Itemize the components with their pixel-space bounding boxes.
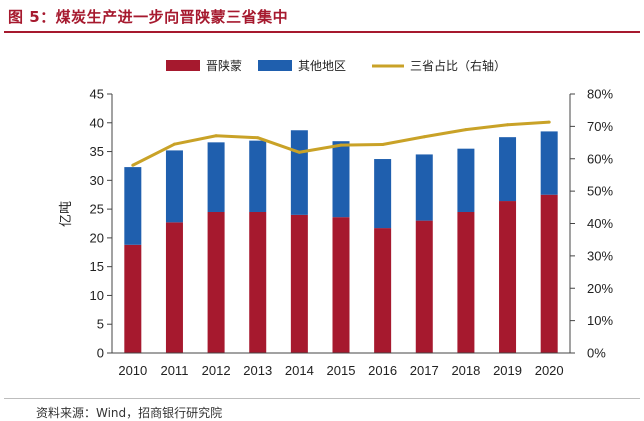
footer-divider (4, 398, 640, 399)
bar-jinshaanmeng-2013 (249, 211, 267, 353)
bar-other-2010 (124, 167, 142, 245)
x-axis: 2010 2011 2012 2013 2014 2015 2016 2017 2018 2019… (112, 352, 570, 378)
x-tick-label: 2012 (202, 363, 231, 378)
legend-other-label: 其他地区 (298, 59, 346, 73)
legend: 晋陕蒙 其他地区 三省占比（右轴） (166, 58, 506, 73)
x-tick-label: 2014 (285, 363, 314, 378)
bar-other-2014 (290, 130, 308, 215)
bar-other-2016 (374, 159, 392, 229)
bar-jinshaanmeng-2017 (415, 220, 433, 353)
bar-jinshaanmeng-2015 (332, 217, 350, 353)
figure-title: 图 5：煤炭生产进一步向晋陕蒙三省集中 (8, 8, 289, 26)
bar-jinshaanmeng-2011 (165, 222, 183, 353)
bar-jinshaanmeng-2012 (207, 211, 225, 353)
y-axis-label: 亿吨 (58, 201, 73, 227)
bar-other-2013 (249, 140, 267, 212)
x-tick-label: 2011 (160, 363, 188, 378)
right-tick-label: 10% (587, 313, 613, 328)
left-tick-label: 15 (90, 259, 104, 274)
legend-other-swatch (258, 60, 292, 71)
share-line (131, 120, 551, 167)
left-tick-label: 10 (90, 288, 104, 303)
left-tick-label: 25 (90, 202, 104, 217)
right-tick-label: 20% (587, 281, 613, 296)
bar-jinshaanmeng-2020 (540, 194, 558, 353)
source-note: 资料来源：Wind，招商银行研究院 (36, 406, 223, 420)
share-point-2018 (464, 128, 468, 132)
share-point-2010 (131, 163, 135, 167)
bar-other-2012 (207, 142, 225, 212)
share-point-2017 (422, 135, 426, 139)
right-axis: 0% 10% 20% 30% 40% 50% 60% 70% 80% (569, 87, 613, 361)
share-point-2019 (506, 123, 510, 127)
right-tick-label: 70% (587, 119, 613, 134)
x-tick-label: 2018 (451, 363, 480, 378)
bar-other-2015 (332, 141, 350, 218)
right-tick-label: 50% (587, 184, 613, 199)
x-tick-label: 2010 (118, 363, 147, 378)
share-point-2020 (547, 120, 551, 124)
legend-jinshaanmeng-label: 晋陕蒙 (206, 58, 242, 73)
left-tick-label: 35 (90, 144, 104, 159)
bar-other-2020 (540, 131, 558, 195)
share-point-2011 (172, 142, 176, 146)
bar-jinshaanmeng-2019 (499, 201, 517, 353)
share-point-2015 (339, 143, 343, 147)
right-tick-label: 30% (587, 248, 613, 263)
bar-jinshaanmeng-2018 (457, 211, 475, 353)
title-underline (4, 31, 640, 33)
x-tick-label: 2017 (410, 363, 439, 378)
right-tick-label: 40% (587, 216, 613, 231)
bar-other-2017 (415, 154, 433, 221)
bar-jinshaanmeng-2014 (290, 214, 308, 353)
right-tick-label: 80% (587, 87, 613, 102)
right-tick-label: 60% (587, 151, 613, 166)
share-point-2014 (297, 150, 301, 154)
left-tick-label: 5 (97, 317, 104, 332)
bars (124, 130, 558, 353)
bar-jinshaanmeng-2010 (124, 244, 142, 353)
share-point-2012 (214, 134, 218, 138)
left-tick-label: 45 (90, 87, 104, 102)
left-tick-label: 30 (90, 173, 104, 188)
share-point-2016 (381, 143, 385, 147)
left-axis: 0 5 10 15 20 25 30 35 40 45 (90, 87, 113, 361)
legend-share-label: 三省占比（右轴） (410, 58, 506, 73)
share-point-2013 (256, 136, 260, 140)
bar-other-2018 (457, 148, 475, 212)
left-tick-label: 0 (97, 346, 104, 361)
x-tick-label: 2019 (493, 363, 522, 378)
x-tick-label: 2020 (535, 363, 564, 378)
right-tick-label: 0% (587, 346, 606, 361)
bar-jinshaanmeng-2016 (374, 228, 392, 353)
x-tick-label: 2015 (327, 363, 356, 378)
legend-jinshaanmeng-swatch (166, 60, 200, 71)
left-tick-label: 40 (90, 115, 104, 130)
stacked-bar-line-chart: 晋陕蒙 其他地区 三省占比（右轴） 0 5 10 15 20 25 30 35 40 45 0% 10%… (58, 58, 613, 378)
bar-other-2019 (499, 137, 517, 202)
left-tick-label: 20 (90, 230, 104, 245)
x-tick-label: 2016 (368, 363, 397, 378)
bar-other-2011 (165, 150, 183, 223)
x-tick-label: 2013 (243, 363, 272, 378)
